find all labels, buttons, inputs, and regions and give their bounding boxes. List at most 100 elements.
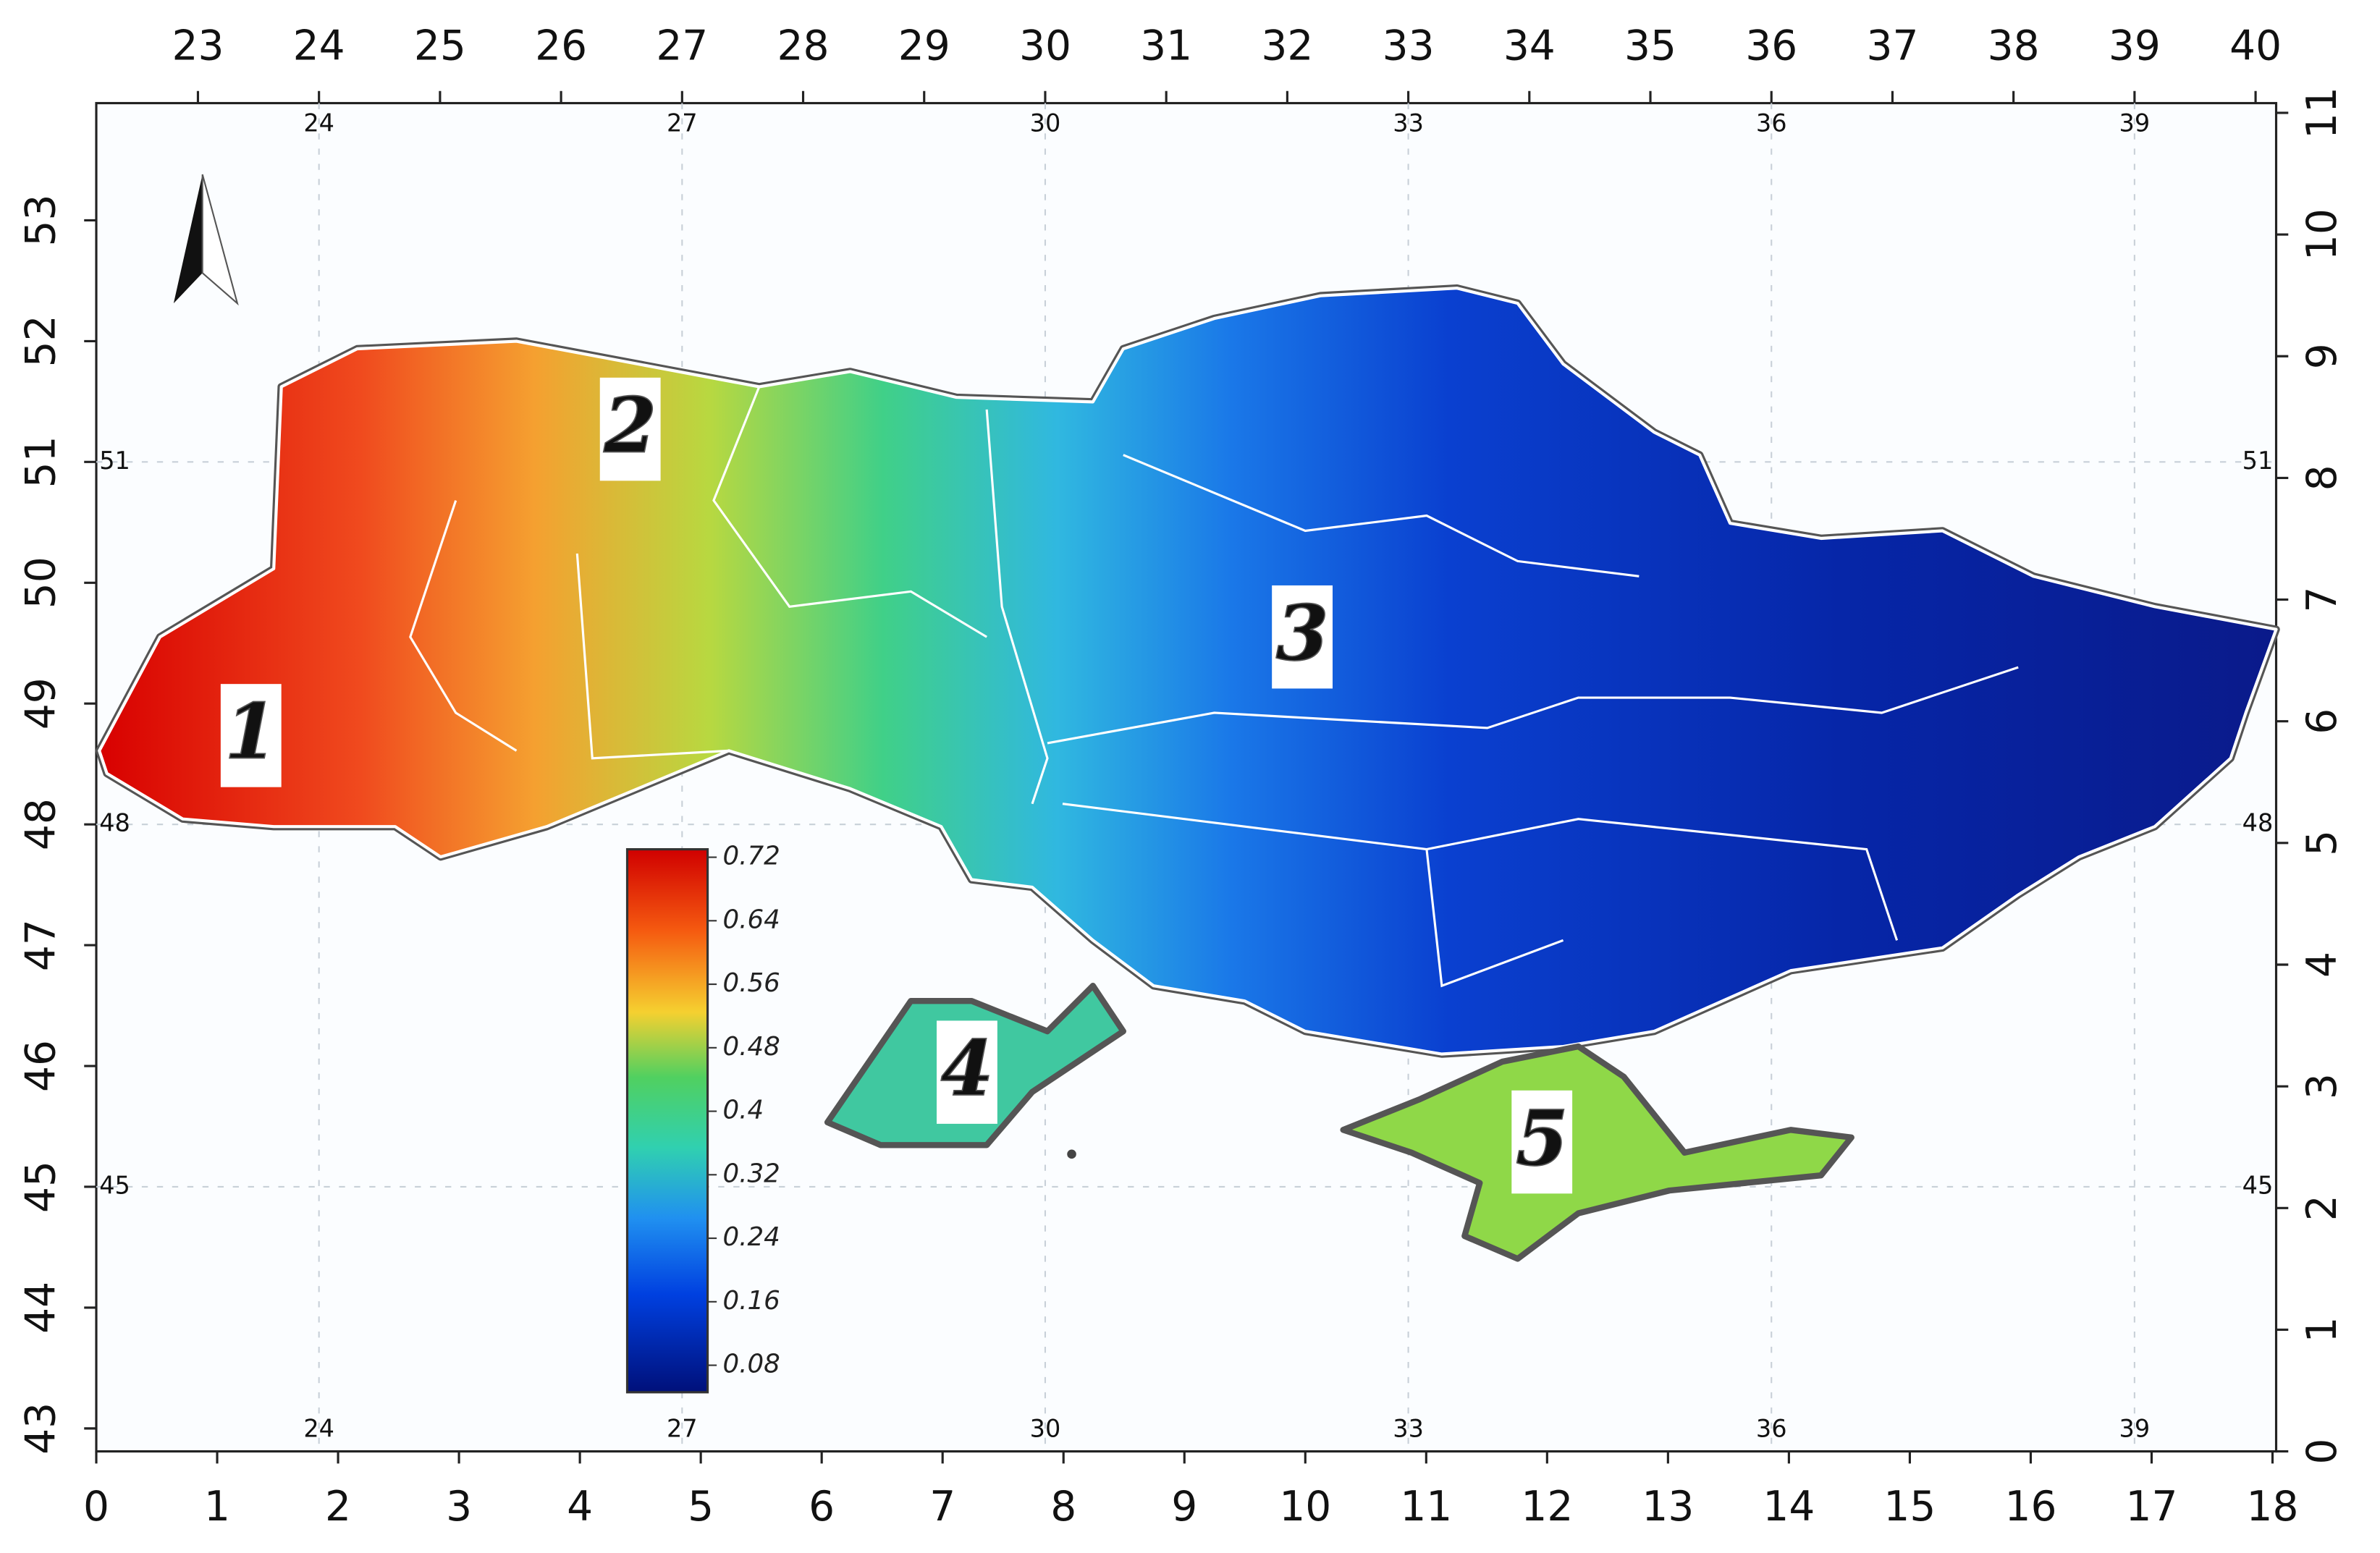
crimea — [1340, 1043, 1854, 1262]
inner-lon-label: 27 — [667, 109, 698, 137]
inner-lon-label: 30 — [1030, 1415, 1061, 1443]
zone-labels: 1 2 3 4 5 — [220, 377, 1573, 1194]
bottom-tick-label: 18 — [2247, 1483, 2299, 1531]
oblast-border — [712, 386, 987, 638]
colorbar-tick-label: 0.16 — [723, 1286, 780, 1316]
inner-lon-label: 30 — [1030, 109, 1061, 137]
bottom-tick-label: 12 — [1521, 1483, 1573, 1531]
colorbar-tick-label: 0.56 — [723, 968, 780, 998]
top-tick-label: 34 — [1503, 22, 1556, 70]
top-tick-label: 36 — [1745, 22, 1797, 70]
axes: 23 24 25 26 27 28 29 30 31 32 33 34 35 36 37 38 39 400 1 2 3… — [17, 22, 2346, 1531]
bottom-tick-label: 10 — [1279, 1483, 1331, 1531]
left-tick-label: 48 — [17, 798, 64, 850]
inner-lon-label: 27 — [667, 1415, 698, 1443]
inner-lat-label: 48 — [2242, 809, 2274, 837]
right-tick-label: 3 — [2298, 1073, 2346, 1099]
right-tick-label: 11 — [2298, 87, 2346, 139]
bottom-tick-label: 2 — [325, 1483, 351, 1531]
inner-lon-label: 36 — [1756, 1415, 1787, 1443]
north-arrow-light — [201, 174, 239, 306]
top-tick-label: 28 — [777, 22, 830, 70]
oblast-border — [1062, 803, 1899, 941]
oblast-border — [1123, 454, 1640, 577]
left-tick-label: 51 — [17, 436, 64, 488]
zone-label-box — [1511, 1090, 1573, 1194]
island — [1067, 1149, 1076, 1159]
right-tick-label: 1 — [2298, 1316, 2346, 1342]
zone-label-box — [1272, 585, 1333, 689]
zone-label-box — [599, 377, 661, 481]
inner-lat-label: 48 — [99, 809, 130, 837]
inner-lon-label: 24 — [303, 109, 334, 137]
colorbar-tick-label: 0.48 — [723, 1032, 780, 1062]
left-tick-label: 46 — [17, 1040, 64, 1092]
left-tick-label: 50 — [17, 557, 64, 609]
colorbar-tick-label: 0.24 — [723, 1222, 780, 1252]
oblast-border — [409, 500, 518, 752]
oblast-border — [1425, 849, 1564, 988]
bottom-tick-label: 4 — [567, 1483, 593, 1531]
bottom-tick-label: 3 — [446, 1483, 472, 1531]
inner-lon-label: 36 — [1756, 109, 1787, 137]
top-tick-label: 32 — [1261, 22, 1313, 70]
colorbar-tick-label: 0.72 — [723, 842, 780, 871]
zone-label: 3 — [1276, 588, 1329, 677]
colorbar-tick-label: 0.08 — [723, 1350, 780, 1379]
zone-label: 5 — [1516, 1093, 1569, 1182]
inner-lat-label: 45 — [99, 1171, 130, 1199]
right-tick-label: 5 — [2298, 830, 2346, 856]
north-arrow-dark — [173, 174, 203, 304]
top-tick-label: 33 — [1383, 22, 1435, 70]
bottom-tick-label: 8 — [1050, 1483, 1076, 1531]
top-tick-label: 40 — [2229, 22, 2282, 70]
inner-lat-label: 51 — [99, 447, 130, 475]
left-tick-label: 47 — [17, 919, 64, 971]
bottom-tick-label: 7 — [929, 1483, 955, 1531]
top-tick-label: 29 — [898, 22, 950, 70]
top-tick-label: 38 — [1988, 22, 2040, 70]
top-tick-label: 37 — [1866, 22, 1918, 70]
zone-label-box — [220, 684, 282, 787]
right-tick-label: 4 — [2298, 952, 2346, 978]
inner-lat-label: 51 — [2242, 447, 2274, 475]
bottom-tick-label: 5 — [688, 1483, 714, 1531]
bottom-tick-label: 11 — [1400, 1483, 1452, 1531]
bottom-tick-label: 14 — [1763, 1483, 1815, 1531]
left-tick-label: 52 — [17, 315, 64, 367]
colorbar-tick-label: 0.4 — [723, 1096, 764, 1125]
colorbar-tick-label: 0.32 — [723, 1159, 780, 1188]
inner-lon-label: 33 — [1393, 109, 1424, 137]
zone-label: 4 — [940, 1024, 993, 1113]
colorbar-tick-label: 0.64 — [723, 905, 780, 934]
top-tick-label: 39 — [2109, 22, 2161, 70]
oblast-border — [1047, 666, 2019, 745]
right-tick-label: 2 — [2298, 1195, 2346, 1221]
left-tick-label: 45 — [17, 1161, 64, 1213]
left-tick-label: 53 — [17, 194, 64, 246]
bottom-tick-label: 6 — [809, 1483, 835, 1531]
right-tick-label: 7 — [2298, 587, 2346, 613]
bottom-tick-label: 17 — [2125, 1483, 2177, 1531]
zone-label: 2 — [603, 381, 657, 470]
inner-lon-label: 33 — [1393, 1415, 1424, 1443]
bottom-tick-label: 16 — [2004, 1483, 2056, 1531]
right-tick-label: 6 — [2298, 708, 2346, 735]
inner-lon-label: 24 — [303, 1415, 334, 1443]
left-tick-label: 44 — [17, 1282, 64, 1334]
oblast-border — [985, 409, 1049, 805]
inner-lon-label: 39 — [2119, 1415, 2151, 1443]
top-tick-label: 25 — [414, 22, 466, 70]
oblast-border — [575, 553, 729, 760]
inner-lon-label: 39 — [2119, 109, 2151, 137]
zone-label: 1 — [224, 687, 277, 776]
bottom-tick-label: 9 — [1171, 1483, 1197, 1531]
bottom-tick-label: 15 — [1883, 1483, 1936, 1531]
colorbar — [625, 848, 709, 1394]
right-tick-label: 0 — [2298, 1439, 2346, 1465]
north-arrow — [173, 174, 239, 306]
top-tick-label: 23 — [172, 22, 224, 70]
left-tick-label: 49 — [17, 677, 64, 729]
